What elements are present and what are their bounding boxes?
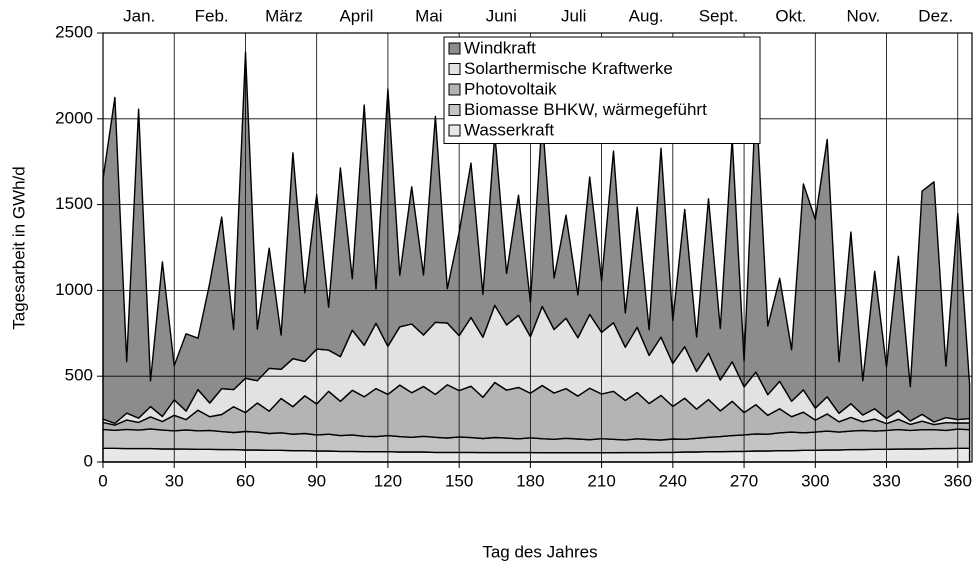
legend-swatch [448,63,461,75]
month-label: Nov. [847,6,881,25]
x-tick-label: 300 [801,471,829,490]
x-tick-label: 60 [236,471,255,490]
legend-label: Windkraft [464,38,536,57]
legend-swatch [448,104,461,116]
x-tick-label: 0 [98,471,107,490]
plot-frame [102,32,973,463]
x-tick-label: 210 [587,471,615,490]
legend-label: Photovoltaik [464,79,557,98]
month-label: Jan. [123,6,155,25]
legend-label: Wasserkraft [464,120,554,139]
month-label: Juni [486,6,517,25]
y-tick-label: 2000 [55,108,93,127]
legend-swatch [448,124,461,137]
y-axis-label: Tagesarbeit in GWh/d [9,166,28,329]
month-label: Feb. [195,6,229,25]
x-tick-label: 360 [944,471,972,490]
month-label: Aug. [629,6,664,25]
legend-label: Biomasse BHKW, wärmegeführt [464,100,707,119]
area [102,51,971,425]
y-tick-label: 0 [84,451,93,470]
x-tick-label: 270 [730,471,758,490]
legend-swatch [448,83,461,96]
x-tick-label: 330 [872,471,900,490]
x-tick-label: 150 [445,471,473,490]
month-label: Mai [415,6,442,25]
legend: Windkraft Solarthermische KraftwerkePhoto… [443,36,761,144]
legend-box [443,36,761,144]
x-tick-label: 90 [307,471,326,490]
x-tick-label: 30 [165,471,184,490]
legend-label: Solarthermische Kraftwerke [464,59,673,78]
x-tick-label: 180 [516,471,544,490]
month-label: Juli [561,6,587,25]
month-label: Dez. [918,6,953,25]
month-label: Sept. [699,6,739,25]
x-tick-label: 240 [659,471,687,490]
y-tick-label: 2500 [55,22,93,41]
month-label: April [339,6,373,25]
month-label: März [265,6,303,25]
y-tick-label: 1000 [55,280,93,299]
x-tick-label: 120 [374,471,402,490]
month-label: Okt. [775,6,806,25]
x-axis-label: Tag des Jahres [482,542,597,561]
y-tick-label: 1500 [55,194,93,213]
y-tick-label: 500 [65,366,93,385]
legend-swatch [448,42,461,55]
